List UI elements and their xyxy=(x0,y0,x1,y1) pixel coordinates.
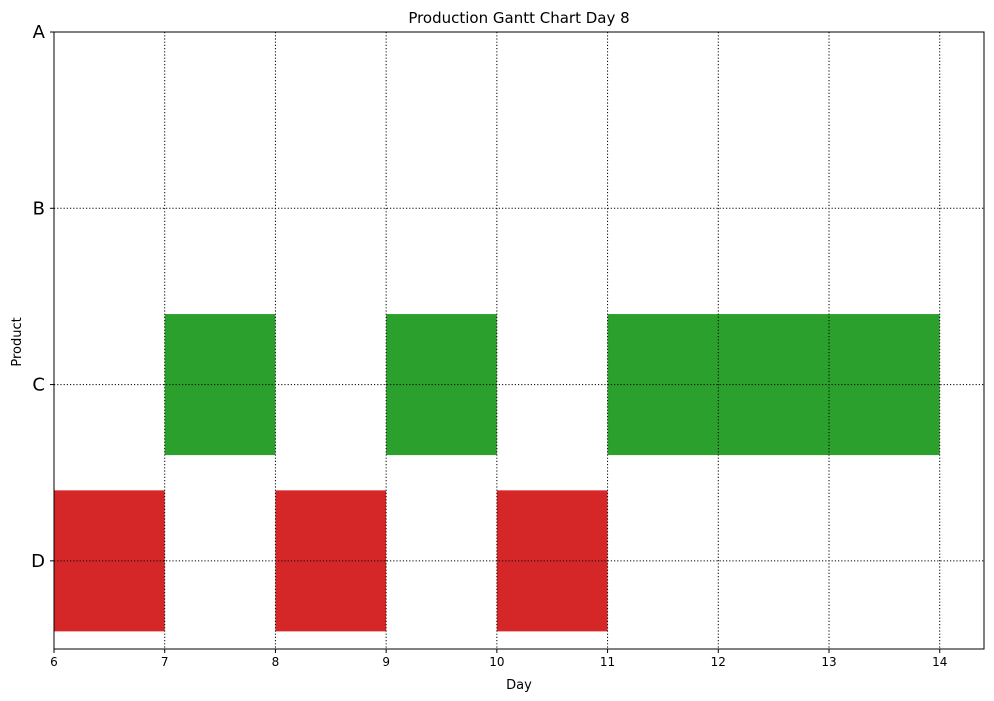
x-axis: 6 7 8 9 10 11 12 13 14 xyxy=(50,649,947,669)
x-tick-label: 12 xyxy=(711,655,726,669)
gantt-bar-d xyxy=(275,490,387,632)
chart-title: Production Gantt Chart Day 8 xyxy=(408,9,629,27)
x-tick-label: 11 xyxy=(600,655,615,669)
x-tick-label: 14 xyxy=(932,655,947,669)
y-tick-label: A xyxy=(33,22,46,43)
y-tick-label: C xyxy=(32,375,45,396)
y-axis: A B C D xyxy=(31,22,54,572)
x-tick-label: 7 xyxy=(161,655,169,669)
x-tick-label: 8 xyxy=(272,655,280,669)
x-tick-label: 13 xyxy=(821,655,836,669)
gantt-bar-d xyxy=(496,490,608,632)
plot-frame xyxy=(53,31,985,650)
x-axis-label: Day xyxy=(506,678,532,693)
x-tick-label: 10 xyxy=(489,655,504,669)
y-axis-label: Product xyxy=(10,317,25,366)
y-tick-label: B xyxy=(33,198,45,219)
y-tick-label: D xyxy=(31,551,45,572)
x-tick-label: 6 xyxy=(50,655,58,669)
x-tick-label: 9 xyxy=(382,655,390,669)
